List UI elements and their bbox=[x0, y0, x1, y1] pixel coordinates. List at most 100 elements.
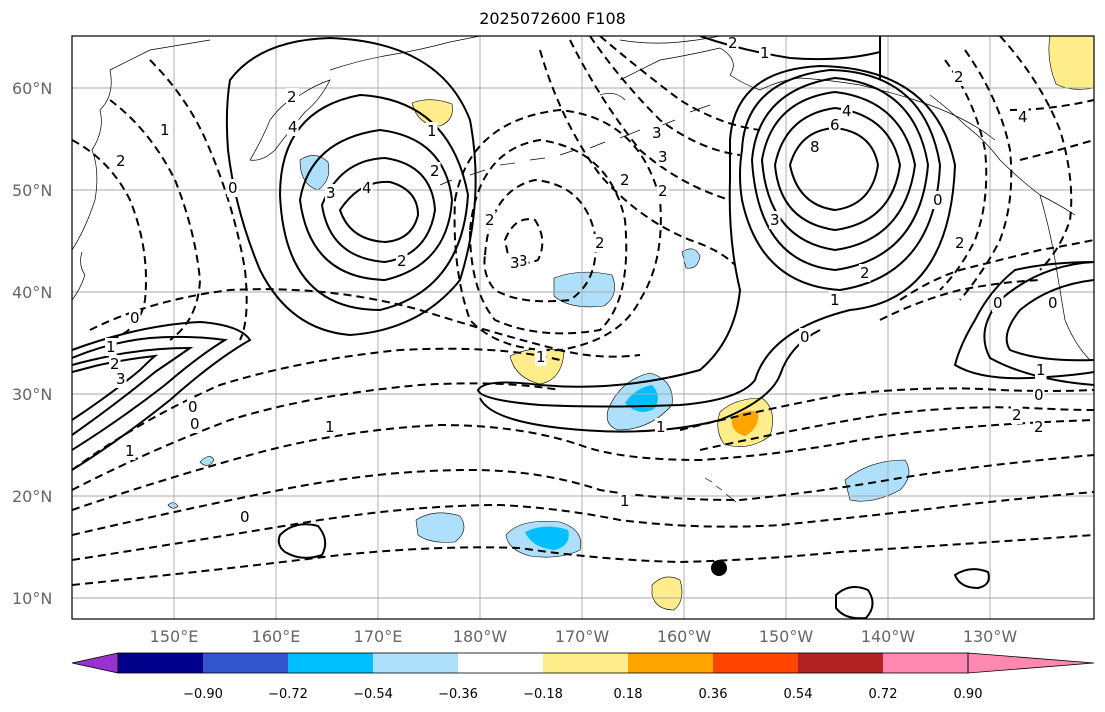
colorbar-tick-label: 0.18 bbox=[614, 687, 643, 702]
lat-label: 30°N bbox=[12, 385, 52, 404]
lat-label: 10°N bbox=[12, 589, 52, 608]
lat-label: 60°N bbox=[12, 79, 52, 98]
contour-label: 3 bbox=[510, 254, 520, 272]
na-westcoast bbox=[1039, 194, 1091, 361]
colorbar-segment bbox=[628, 653, 713, 673]
solid-contour bbox=[788, 126, 880, 212]
colorbar-tick-label: −0.72 bbox=[268, 687, 308, 702]
contour-label: 3 bbox=[658, 148, 668, 166]
dashed-contour bbox=[589, 36, 741, 156]
dashed-contour bbox=[149, 59, 248, 341]
solid-contour bbox=[72, 354, 159, 421]
dashed-contour bbox=[1009, 99, 1094, 111]
storm-marker bbox=[711, 560, 727, 576]
colorbar-extend-left bbox=[71, 652, 119, 674]
dashed-contour bbox=[599, 36, 761, 131]
contour-label: 2 bbox=[955, 234, 965, 252]
siberia-coast bbox=[329, 36, 481, 71]
colorbar-segment bbox=[373, 653, 458, 673]
colorbar-tick-label: −0.54 bbox=[353, 687, 393, 702]
solid-contour bbox=[953, 568, 990, 590]
contour-label: 3 bbox=[518, 252, 528, 270]
solid-contour bbox=[278, 93, 470, 312]
dashed-contour bbox=[999, 36, 1073, 271]
contour-label: 6 bbox=[830, 116, 840, 134]
dashed-contour bbox=[468, 138, 628, 335]
dashed-contour bbox=[939, 59, 988, 291]
yellow-patch bbox=[1048, 36, 1094, 90]
dashed-contours bbox=[72, 36, 1094, 586]
solid-contour bbox=[298, 128, 454, 282]
dashed-contour bbox=[72, 419, 1094, 511]
contour-label: 1 bbox=[760, 44, 770, 62]
solid-contour bbox=[277, 523, 327, 559]
contour-label: 1 bbox=[125, 442, 135, 460]
dashed-contour bbox=[899, 239, 1094, 301]
yellow-patch bbox=[651, 576, 683, 611]
contour-label: 2 bbox=[485, 211, 495, 229]
lon-label: 130°W bbox=[963, 627, 1018, 646]
light-blue-patch bbox=[415, 512, 465, 543]
dashed-contour bbox=[879, 279, 1041, 321]
colorbar-tick-label: 0.54 bbox=[784, 687, 813, 702]
orange-patch bbox=[731, 410, 759, 436]
light-blue-patch bbox=[199, 456, 215, 466]
solid-contour bbox=[699, 36, 881, 61]
dashed-contour bbox=[109, 99, 202, 341]
contour-label: 0 bbox=[1048, 294, 1058, 312]
contour-label: 2 bbox=[658, 182, 668, 200]
contour-label: 0 bbox=[188, 398, 198, 416]
colorbar-tick-label: 0.90 bbox=[954, 687, 983, 702]
dashed-contour bbox=[1019, 139, 1094, 161]
solid-contour bbox=[72, 346, 194, 436]
contour-label: 0 bbox=[228, 179, 238, 197]
contour-label: 1 bbox=[160, 121, 170, 139]
dashed-contour bbox=[89, 288, 641, 358]
contour-label: 2 bbox=[954, 68, 964, 86]
contour-label: 0 bbox=[1034, 386, 1044, 404]
contour-label: 1 bbox=[656, 418, 666, 436]
hawaii-islands bbox=[704, 477, 737, 503]
contour-label: 0 bbox=[240, 508, 250, 526]
dashed-contour bbox=[72, 491, 1094, 561]
colorbar-extend-right bbox=[967, 652, 1095, 674]
contour-label: 0 bbox=[993, 294, 1003, 312]
contour-label: 1 bbox=[620, 492, 630, 510]
contour-label: 3 bbox=[116, 370, 126, 388]
colorbar-segment bbox=[883, 653, 968, 673]
contour-label: 2 bbox=[728, 34, 738, 52]
dashed-contour bbox=[699, 406, 1094, 451]
contour-label: 3 bbox=[770, 211, 780, 229]
colorbar-segment bbox=[713, 653, 798, 673]
colorbar-tick-label: −0.18 bbox=[523, 687, 563, 702]
lon-label: 170°E bbox=[354, 627, 403, 646]
contour-label: 1 bbox=[325, 418, 335, 436]
contour-label: 0 bbox=[933, 191, 943, 209]
asia-coast bbox=[72, 39, 211, 251]
contour-label: 2 bbox=[430, 162, 440, 180]
lat-label: 20°N bbox=[12, 487, 52, 506]
coastlines bbox=[72, 36, 1091, 503]
contour-label: 0 bbox=[130, 309, 140, 327]
kamchatka-coast bbox=[249, 79, 331, 161]
solid-contour bbox=[835, 585, 874, 619]
solid-contour bbox=[739, 68, 942, 292]
lon-label: 160°W bbox=[657, 627, 712, 646]
colorbar-segment bbox=[288, 653, 373, 673]
solid-contours bbox=[72, 36, 1094, 619]
contour-label: 0 bbox=[800, 328, 810, 346]
yellow-patch bbox=[411, 99, 453, 127]
japan-coast bbox=[72, 251, 86, 301]
contour-label: 2 bbox=[116, 152, 126, 170]
colorbar-segment bbox=[543, 653, 628, 673]
lon-label: 150°W bbox=[759, 627, 814, 646]
contour-label: 2 bbox=[1012, 406, 1022, 424]
contour-labels: 2 1 2 3 4 2 0 3 4 1 2 2 3 3 2 2 1 2 3 8 … bbox=[105, 34, 1059, 526]
alaska-panhandle bbox=[929, 94, 1076, 216]
lon-label: 150°E bbox=[150, 627, 199, 646]
dashed-contour bbox=[569, 39, 731, 201]
map-title: 2025072600 F108 bbox=[479, 9, 626, 28]
light-blue-patch bbox=[681, 248, 701, 269]
solid-contour bbox=[72, 320, 252, 471]
